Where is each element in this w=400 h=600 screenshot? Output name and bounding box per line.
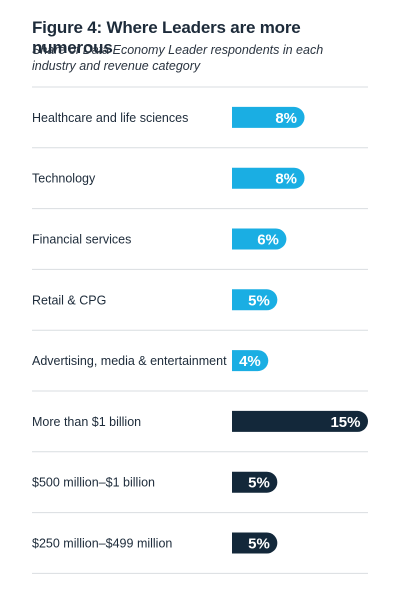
category-label: Healthcare and life sciences — [32, 111, 188, 125]
value-label: 4% — [239, 353, 261, 370]
bar — [232, 471, 278, 493]
category-label: Financial services — [32, 233, 131, 247]
chart-subtitle: Share of Data Economy Leader respondents… — [32, 43, 324, 73]
category-label: More than $1 billion — [32, 415, 141, 429]
bar-row: Technology 8% — [32, 167, 305, 189]
bar — [232, 228, 287, 250]
category-label: Retail & CPG — [32, 293, 106, 307]
value-label: 8% — [275, 171, 297, 188]
bar-row: Financial services 6% — [32, 228, 287, 250]
bar-row: More than $1 billion 15% — [32, 410, 368, 432]
row-dividers — [32, 86, 368, 574]
category-label: $250 million–$499 million — [32, 537, 172, 551]
bar — [232, 350, 269, 372]
bar-row: $500 million–$1 billion 5% — [32, 471, 278, 493]
bar-row: Healthcare and life sciences 8% — [32, 106, 305, 128]
value-label: 8% — [275, 110, 297, 127]
bar-row: Advertising, media & entertainment 4% — [32, 350, 269, 372]
category-label: Technology — [32, 172, 96, 186]
bar — [232, 532, 278, 554]
bar-row: $250 million–$499 million 5% — [32, 532, 278, 554]
bar-rows: Healthcare and life sciences 8%Technology… — [32, 106, 368, 554]
bar — [232, 410, 368, 432]
bar — [232, 289, 278, 311]
category-label: Advertising, media & entertainment — [32, 354, 227, 368]
category-label: $500 million–$1 billion — [32, 476, 155, 490]
chart-title: Figure 4: Where Leaders are more numerou… — [32, 18, 301, 57]
bar-row: Retail & CPG 5% — [32, 289, 278, 311]
value-label: 5% — [248, 536, 270, 553]
bar — [232, 106, 305, 128]
value-label: 15% — [330, 414, 360, 431]
value-label: 5% — [248, 475, 270, 492]
value-label: 5% — [248, 292, 270, 309]
bar — [232, 167, 305, 189]
value-label: 6% — [257, 232, 279, 249]
